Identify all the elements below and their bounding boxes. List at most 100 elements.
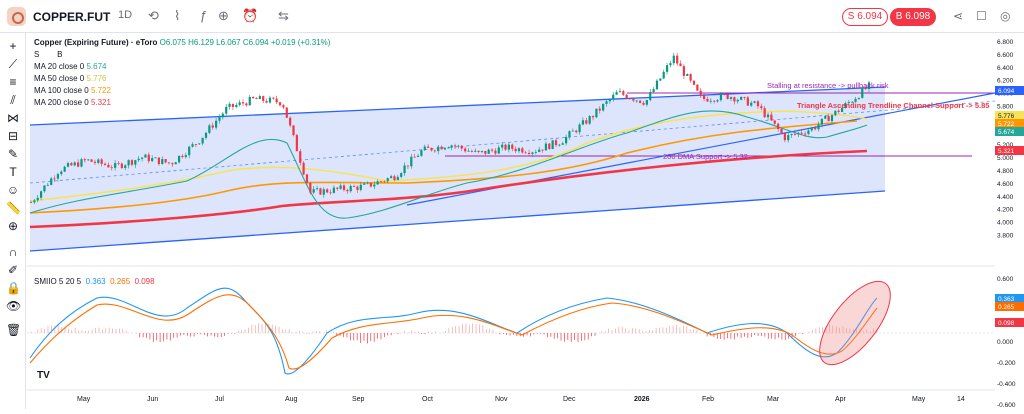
- price-tick: 4.600: [997, 181, 1014, 188]
- channel-lower-line: [29, 190, 886, 252]
- time-tick: May: [77, 396, 91, 403]
- candle-body: [729, 97, 733, 99]
- ruler-icon[interactable]: 📏: [6, 201, 21, 215]
- fib-icon[interactable]: ⊟: [7, 129, 19, 143]
- price-chart[interactable]: Stalling at resistance -> pullback risk …: [27, 33, 996, 409]
- time-tick: Aug: [285, 396, 298, 403]
- candle-body: [447, 147, 450, 149]
- candle-body: [588, 116, 591, 124]
- alert-icon[interactable]: ⏰: [242, 8, 259, 23]
- candle-body: [29, 202, 33, 204]
- candle-body: [464, 148, 467, 152]
- price-badge-label: 5.722: [998, 121, 1015, 128]
- candle-body: [470, 150, 473, 152]
- candle-body: [245, 103, 248, 106]
- price-badge: [995, 119, 1024, 128]
- buy-button[interactable]: B 6.098: [890, 8, 936, 26]
- candle-body: [524, 152, 527, 154]
- candle-body: [60, 171, 63, 175]
- candle-body: [352, 186, 356, 187]
- trendline-icon[interactable]: ⟋: [8, 57, 18, 71]
- crosshair-icon[interactable]: +: [9, 39, 17, 53]
- legend-ma50[interactable]: MA 50 close 0 5.776: [34, 74, 107, 83]
- candle-body: [665, 65, 669, 72]
- sell-button[interactable]: S 6.094: [842, 8, 888, 26]
- candle-body: [130, 160, 134, 165]
- candle-body: [746, 97, 749, 106]
- fullscreen-icon[interactable]: ☐: [976, 9, 987, 23]
- share-icon[interactable]: ⋖: [953, 9, 964, 23]
- candle-body: [659, 78, 662, 81]
- candle-body: [369, 182, 373, 187]
- candle-body: [285, 107, 288, 118]
- snapshot-icon[interactable]: ◎: [1000, 9, 1011, 23]
- candle-body: [154, 157, 157, 159]
- lock-icon[interactable]: 🔒: [6, 281, 21, 295]
- candle-body: [332, 187, 335, 193]
- visibility-icon[interactable]: 👁: [6, 299, 22, 313]
- candle-body: [400, 173, 403, 177]
- candle-body: [632, 98, 635, 101]
- osc-badge: [995, 318, 1024, 327]
- time-tick: 14: [957, 396, 965, 403]
- candle-body: [359, 184, 362, 190]
- candle-body: [87, 159, 90, 161]
- candle-body: [218, 117, 221, 121]
- symbol-name[interactable]: COPPER.FUT: [33, 10, 111, 24]
- add-icon[interactable]: ⊕: [218, 8, 229, 23]
- candle-body: [322, 189, 325, 195]
- candle-body: [70, 163, 73, 166]
- candle-body: [315, 188, 319, 190]
- candle-body: [736, 99, 739, 102]
- candle-body: [241, 102, 245, 104]
- channel-icon[interactable]: ⫽: [10, 93, 16, 107]
- zoom-icon[interactable]: ⊕: [7, 219, 19, 233]
- brush-icon[interactable]: ✎: [7, 147, 19, 161]
- lock-drawings-icon[interactable]: ✐: [7, 263, 19, 277]
- interval-selector[interactable]: 1D: [118, 9, 133, 21]
- candle-body: [110, 167, 113, 169]
- candle-body: [669, 63, 672, 66]
- candle-body: [363, 183, 366, 185]
- text-icon[interactable]: T: [9, 165, 17, 179]
- legend-s[interactable]: S: [34, 50, 40, 59]
- candle-body: [167, 162, 171, 164]
- candle-body: [571, 130, 574, 132]
- candle-body: [534, 151, 537, 153]
- chart-pane[interactable]: Stalling at resistance -> pullback risk …: [27, 33, 996, 409]
- legend-ma100[interactable]: MA 100 close 0 5.722: [34, 86, 111, 95]
- legend-b[interactable]: B: [57, 50, 63, 59]
- candle-body: [803, 133, 807, 135]
- candle-body: [696, 84, 699, 91]
- candle-body: [763, 108, 766, 118]
- time-tick: Sep: [352, 396, 365, 403]
- candle-body: [649, 92, 652, 101]
- trash-icon[interactable]: 🗑: [6, 323, 22, 337]
- indicator-line-icon[interactable]: ⌇: [174, 8, 181, 23]
- candle-body: [770, 114, 773, 121]
- candle-body: [349, 186, 352, 192]
- legend-ma20[interactable]: MA 20 close 0 5.674: [34, 62, 107, 71]
- replay-icon[interactable]: ⇆: [278, 8, 289, 23]
- candle-body: [756, 101, 760, 107]
- candle-body: [77, 162, 80, 167]
- candle-body: [336, 187, 339, 189]
- indicators-icon[interactable]: ƒ: [200, 8, 208, 23]
- candle-body: [107, 164, 110, 168]
- chart-type-icon[interactable]: ⟲: [148, 8, 159, 23]
- candle-body: [867, 82, 871, 90]
- magnet-icon[interactable]: ∩: [8, 245, 18, 259]
- candle-body: [164, 159, 167, 163]
- candle-body: [679, 63, 682, 67]
- oscillator-legend[interactable]: SMIIO 5 20 5 0.363 0.265 0.098: [34, 277, 155, 286]
- pattern-icon[interactable]: ⋈: [7, 111, 19, 125]
- candle-body: [56, 174, 60, 179]
- candle-body: [460, 145, 463, 149]
- horizontal-lines-icon[interactable]: ≡: [9, 75, 17, 89]
- emoji-icon[interactable]: ☺: [6, 183, 20, 197]
- candle-body: [413, 156, 416, 158]
- candle-body: [740, 97, 743, 100]
- candle-body: [834, 110, 837, 116]
- price-axis[interactable]: 6.8006.6006.4006.2006.0005.8005.6005.400…: [995, 33, 1024, 409]
- legend-ma200[interactable]: MA 200 close 0 5.321: [34, 98, 111, 107]
